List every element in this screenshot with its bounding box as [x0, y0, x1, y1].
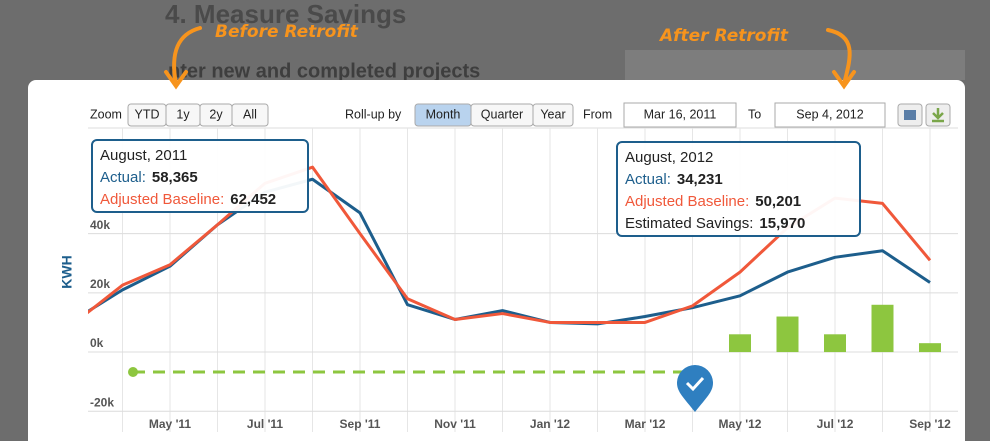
y-tick-label: -20k — [90, 395, 114, 409]
x-tick-label: Jan '12 — [530, 417, 571, 431]
x-tick-label: May '12 — [719, 417, 762, 431]
faded-toolbar — [625, 50, 965, 80]
annotation-after: After Retrofit — [658, 26, 789, 46]
from-label: From — [583, 107, 612, 121]
screen: 4. Measure Savings nter new and complete… — [0, 0, 990, 441]
page-subheading: nter new and completed projects — [168, 60, 480, 82]
x-tick-label: Sep '12 — [909, 417, 951, 431]
x-tick-label: Nov '11 — [434, 417, 476, 431]
savings-bar — [872, 305, 894, 352]
tooltip-row: Adjusted Baseline: 62,452 — [100, 191, 276, 208]
savings-bar — [729, 334, 751, 352]
savings-bar — [824, 334, 846, 352]
tooltip-row: Adjusted Baseline: 50,201 — [625, 193, 801, 210]
tooltip-row-label: Estimated Savings: — [625, 215, 753, 232]
x-tick-label: Jul '12 — [817, 417, 854, 431]
print-icon — [904, 110, 916, 120]
tooltip-row-label: Actual: — [100, 169, 146, 186]
x-tick-label: Jul '11 — [247, 417, 284, 431]
x-tick-label: May '11 — [149, 417, 192, 431]
zoom-button-label: 2y — [209, 107, 223, 121]
tooltip-row-value: 62,452 — [230, 191, 276, 208]
rollup-label: Roll-up by — [345, 107, 402, 121]
zoom-button-label: YTD — [135, 107, 160, 121]
tooltip-row-label: Adjusted Baseline: — [625, 193, 749, 210]
tooltip-title: August, 2011 — [100, 147, 187, 164]
y-tick-label: 40k — [90, 218, 110, 232]
to-date: Sep 4, 2012 — [796, 107, 863, 121]
x-tick-label: Sep '11 — [340, 417, 381, 431]
retrofit-start — [128, 367, 138, 377]
zoom-label: Zoom — [90, 107, 122, 121]
tooltip-row-label: Adjusted Baseline: — [100, 191, 224, 208]
y-tick-label: 20k — [90, 277, 110, 291]
zoom-button-label: All — [243, 107, 257, 121]
x-tick-label: Mar '12 — [625, 417, 666, 431]
zoom-button-label: 1y — [176, 107, 190, 121]
page: 4. Measure Savings nter new and complete… — [0, 0, 990, 441]
to-label: To — [748, 107, 761, 121]
tooltip-row-value: 50,201 — [755, 193, 801, 210]
tooltip-row-value: 15,970 — [759, 215, 805, 232]
annotation-before: Before Retrofit — [215, 22, 359, 42]
savings-bar — [777, 317, 799, 353]
y-axis-label: KWH — [59, 255, 75, 288]
tooltip-row-value: 34,231 — [677, 171, 723, 188]
savings-bar — [919, 343, 941, 352]
from-date: Mar 16, 2011 — [644, 107, 717, 121]
y-tick-label: 0k — [90, 336, 104, 350]
rollup-button-label: Quarter — [481, 107, 523, 121]
tooltip-row-value: 58,365 — [152, 169, 198, 186]
tooltip-title: August, 2012 — [625, 149, 713, 166]
tooltip-row: Estimated Savings: 15,970 — [625, 215, 805, 232]
rollup-button-label: Month — [426, 107, 461, 121]
tooltip-row-label: Actual: — [625, 171, 671, 188]
rollup-button-label: Year — [540, 107, 565, 121]
